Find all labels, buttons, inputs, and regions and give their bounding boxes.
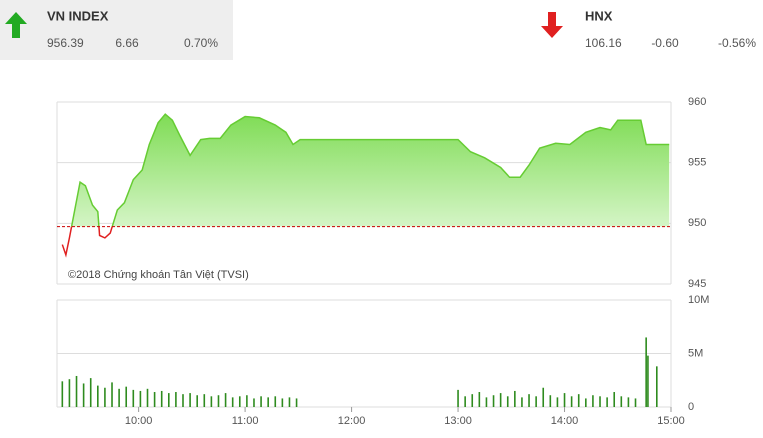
volume-bar (210, 396, 213, 407)
volume-bar (260, 396, 262, 407)
y-tick-label: 960 (688, 96, 706, 108)
volume-bar (281, 398, 284, 407)
volume-bar (274, 396, 277, 407)
index-value: 956.39 (47, 36, 84, 50)
arrow-icon (541, 12, 563, 38)
volume-bar (97, 385, 99, 407)
volume-bar (485, 397, 488, 407)
y-tick-label: 945 (688, 278, 706, 290)
volume-bar (542, 387, 545, 407)
volume-bar (563, 393, 566, 407)
volume-bar (231, 397, 234, 407)
index-change: -0.60 (651, 36, 679, 50)
x-tick-label: 15:00 (657, 415, 685, 427)
x-tick-label: 11:00 (232, 415, 259, 427)
arrow-icon (5, 12, 27, 38)
price-area (62, 114, 670, 227)
volume-bar (627, 397, 630, 407)
volume-bar (577, 394, 580, 407)
volume-bar (499, 393, 502, 407)
volume-bar (125, 386, 128, 407)
volume-bar (620, 396, 623, 407)
volume-bar (549, 395, 552, 407)
volume-bar (253, 398, 255, 407)
y-tick-label: 950 (688, 217, 706, 229)
volume-bar (61, 381, 64, 407)
volume-bar (585, 398, 587, 407)
index-percent: 0.70% (184, 36, 218, 50)
volume-bar (288, 397, 291, 407)
volume-bar (634, 398, 637, 407)
volume-bar (478, 392, 481, 407)
volume-bar (104, 387, 106, 407)
volume-bar (535, 396, 537, 407)
y-tick-label: 0 (688, 401, 694, 413)
volume-bar (217, 395, 220, 407)
volume-bar (556, 397, 559, 407)
volume-bar (656, 366, 658, 407)
volume-bar (182, 394, 184, 407)
volume-bar (295, 398, 298, 407)
volume-bar (118, 388, 120, 407)
volume-bar (570, 396, 573, 407)
index-name: VN INDEX (47, 8, 109, 23)
price-line (70, 113, 670, 227)
volume-bar (599, 396, 601, 407)
tile-bg (0, 0, 233, 60)
y-tick-label: 5M (688, 347, 703, 359)
volume-bar (160, 390, 163, 407)
volume-bar (196, 395, 198, 407)
volume-bar (492, 395, 495, 407)
volume-bar (189, 393, 191, 407)
volume-bar (613, 392, 616, 407)
volume-bar (267, 397, 269, 407)
index-name: HNX (585, 8, 613, 23)
volume-bar (506, 396, 509, 407)
volume-bar (146, 388, 149, 407)
index-percent: -0.56% (718, 36, 756, 50)
volume-bar (471, 394, 474, 407)
price-line-below (61, 226, 114, 258)
volume-bar (111, 382, 113, 407)
volume-bar (246, 395, 248, 407)
index-value: 106.16 (585, 36, 622, 50)
volume-bar (89, 378, 92, 407)
volume-bar (139, 390, 142, 407)
volume-bar (68, 379, 71, 407)
volume-bar (203, 394, 206, 407)
volume-bar (175, 392, 177, 407)
volume-bar (457, 389, 459, 407)
volume-bar (167, 393, 170, 407)
x-tick-label: 12:00 (338, 415, 366, 427)
volume-bar (132, 389, 135, 407)
volume-bar (606, 397, 608, 407)
x-tick-label: 14:00 (551, 415, 579, 427)
volume-bar (153, 392, 156, 407)
volume-bar (82, 383, 85, 407)
volume-bar (238, 396, 241, 407)
volume-bar (224, 393, 227, 407)
annotation: ©2018 Chứng khoán Tân Việt (TVSI) (68, 269, 249, 281)
volume-bar (521, 397, 523, 407)
volume-bar (75, 375, 78, 407)
x-tick-label: 13:00 (444, 415, 472, 427)
x-tick-label: 10:00 (125, 415, 153, 427)
volume-bar (514, 390, 516, 407)
index-change: 6.66 (115, 36, 139, 50)
volume-bar (592, 395, 594, 407)
volume-bar (464, 396, 466, 407)
volume-bar (647, 355, 649, 407)
y-tick-label: 10M (688, 294, 709, 306)
volume-bar (528, 394, 530, 407)
y-tick-label: 955 (688, 157, 706, 169)
volume-bar (645, 337, 647, 407)
